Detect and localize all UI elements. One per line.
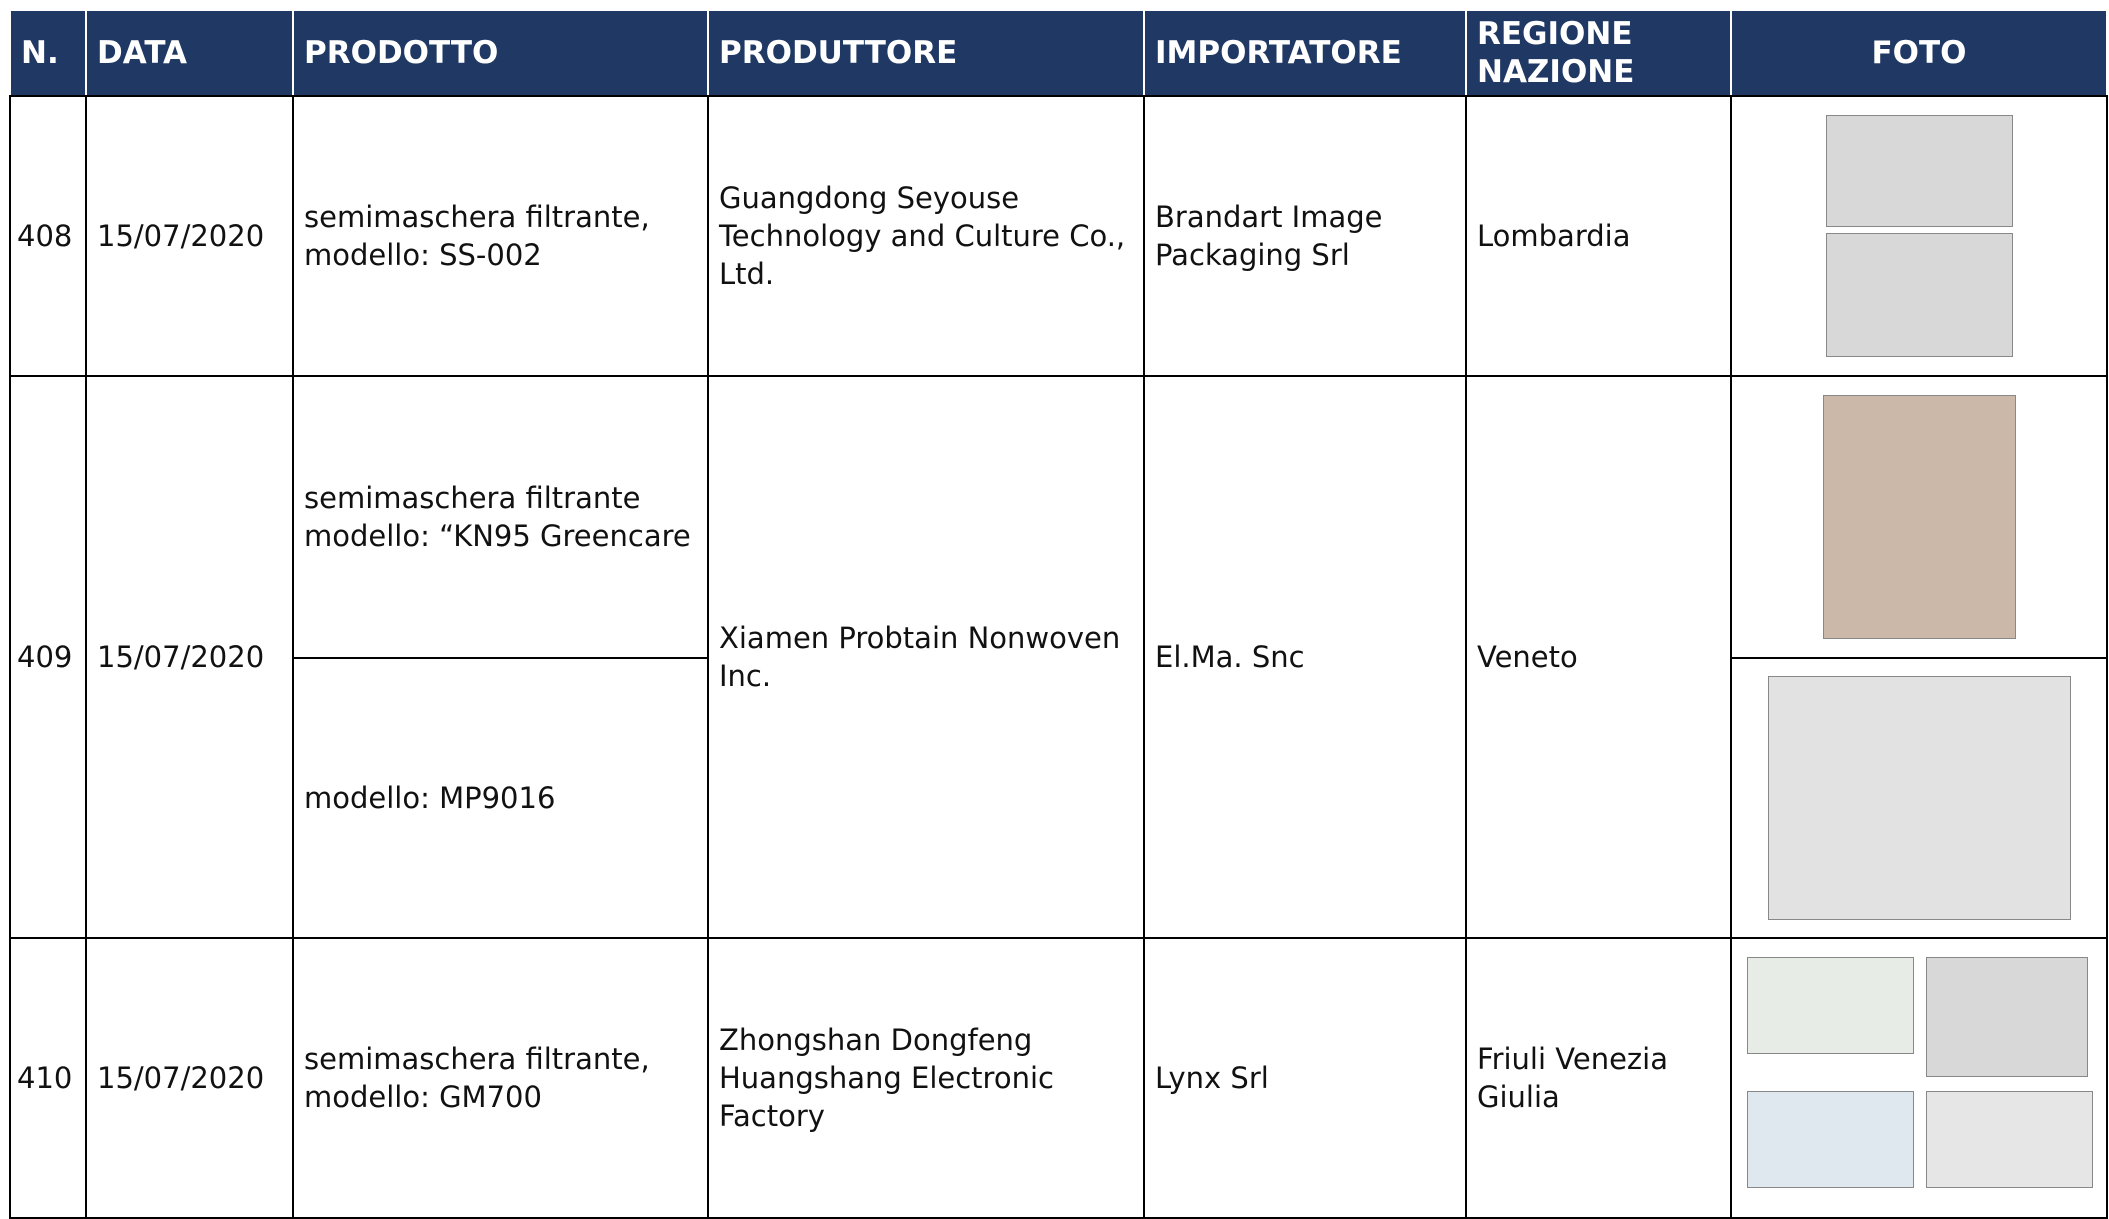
cell-importatore: El.Ma. Snc bbox=[1143, 375, 1467, 939]
product-table: N. DATA PRODOTTO PRODUTTORE IMPORTATORE … bbox=[9, 9, 2108, 1219]
header-cell: DATA bbox=[85, 9, 294, 97]
cell-regione: Lombardia bbox=[1465, 95, 1732, 377]
header-row: N. DATA PRODOTTO PRODUTTORE IMPORTATORE … bbox=[9, 9, 2108, 97]
cell-data: 15/07/2020 bbox=[85, 937, 294, 1219]
cell-produttore: Guangdong Seyouse Technology and Culture… bbox=[707, 95, 1145, 377]
photo bbox=[1926, 1091, 2093, 1188]
cell-foto bbox=[1730, 375, 2108, 659]
cell-n: 410 bbox=[9, 937, 87, 1219]
cell-prodotto: semimaschera filtrante, modello: SS-002 bbox=[292, 95, 709, 377]
cell-foto bbox=[1730, 657, 2108, 939]
cell-prodotto: semimaschera filtrante modello: “KN95 Gr… bbox=[292, 375, 709, 659]
cell-regione: Veneto bbox=[1465, 375, 1732, 939]
header-cell: N. bbox=[9, 9, 87, 97]
table-row: modello: MP9016 bbox=[10, 657, 2108, 939]
cell-produttore: Xiamen Probtain Nonwoven Inc. bbox=[707, 375, 1145, 939]
photo bbox=[1825, 233, 2013, 357]
cell-regione: Friuli Venezia Giulia bbox=[1465, 937, 1732, 1219]
cell-data: 15/07/2020 bbox=[85, 95, 294, 377]
header-cell: PRODUTTORE bbox=[707, 9, 1145, 97]
table-row: 410 15/07/2020 semimaschera filtrante, m… bbox=[9, 937, 2108, 1219]
header-cell: FOTO bbox=[1730, 9, 2108, 97]
photo bbox=[1747, 957, 1914, 1054]
cell-produttore: Zhongshan Dongfeng Huangshang Electronic… bbox=[707, 937, 1145, 1219]
cell-n: 409 bbox=[9, 375, 87, 939]
cell-prodotto: modello: MP9016 bbox=[292, 657, 709, 939]
cell-importatore: Brandart Image Packaging Srl bbox=[1143, 95, 1467, 377]
cell-data: 15/07/2020 bbox=[85, 375, 294, 939]
table-row: 408 15/07/2020 semimaschera filtrante, m… bbox=[9, 95, 2108, 377]
photo bbox=[1825, 115, 2013, 227]
photo bbox=[1747, 1091, 1914, 1188]
header-cell: REGIONE NAZIONE bbox=[1465, 9, 1732, 97]
cell-importatore: Lynx Srl bbox=[1143, 937, 1467, 1219]
cell-foto bbox=[1730, 937, 2108, 1219]
photo bbox=[1822, 395, 2016, 639]
cell-prodotto: semimaschera filtrante, modello: GM700 bbox=[292, 937, 709, 1219]
photo bbox=[1767, 676, 2071, 920]
cell-foto bbox=[1730, 95, 2108, 377]
cell-n: 408 bbox=[9, 95, 87, 377]
table-row: 409 15/07/2020 semimaschera filtrante mo… bbox=[9, 375, 2108, 939]
photo bbox=[1926, 957, 2088, 1077]
header-cell: IMPORTATORE bbox=[1143, 9, 1467, 97]
photo-grid bbox=[1738, 957, 2100, 1188]
header-cell: PRODOTTO bbox=[292, 9, 709, 97]
